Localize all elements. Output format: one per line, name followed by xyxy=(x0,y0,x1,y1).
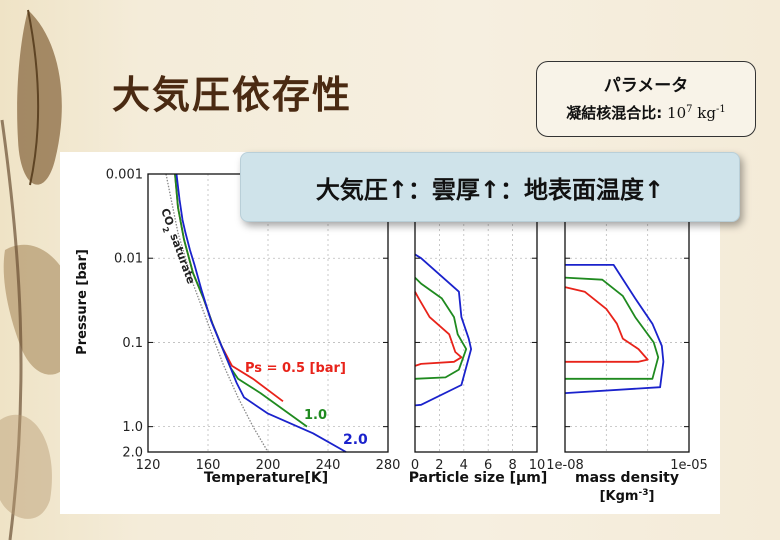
slide-title: 大気圧依存性 xyxy=(112,73,353,117)
temperature-x-tick-label: 200 xyxy=(256,458,281,473)
particle-size-series-line xyxy=(414,291,463,367)
figure-svg: 120 160 200 240 280 0 2 4 6 8 10 1e-08 1e-05 0.001 0.0… xyxy=(75,168,708,505)
mass-density-x-tick-label: 1e-08 xyxy=(546,458,584,473)
mass-density-x-tick-label: 1e-05 xyxy=(670,458,708,473)
mass-x-axis-label-line1: mass density xyxy=(575,470,679,486)
mass-x-axis-label-line2: [Kgm-3] xyxy=(600,488,655,504)
y-axis-label: Pressure [bar] xyxy=(75,249,90,355)
size-x-axis-label: Particle size [μm] xyxy=(409,470,548,486)
mass-density-series-line xyxy=(564,276,660,380)
particle-size-series-line xyxy=(414,276,468,380)
temp-x-axis-label: Temperature[K] xyxy=(204,470,328,486)
temperature-series-line xyxy=(165,173,269,453)
particle-size-x-tick-label: 6 xyxy=(484,458,492,473)
y-tick-label: 0.001 xyxy=(106,168,143,183)
parameter-value: 107 kg-1 xyxy=(667,104,726,122)
particle-size-x-tick-label: 10 xyxy=(529,458,546,473)
series-label-ps10: 1.0 xyxy=(304,408,327,423)
parameter-line: 凝結核混合比: 107 kg-1 xyxy=(537,102,755,123)
mass-density-series-line xyxy=(564,264,665,394)
summary-banner: 大気圧↑：雲厚↑：地表面温度↑ xyxy=(240,152,740,222)
temperature-x-tick-label: 160 xyxy=(196,458,221,473)
temperature-series-line xyxy=(175,173,347,453)
parameter-label: 凝結核混合比: xyxy=(566,104,663,122)
series-label-ps20: 2.0 xyxy=(343,432,368,448)
leaf-decoration-icon xyxy=(0,9,79,540)
temperature-x-tick-label: 120 xyxy=(136,458,161,473)
co2-saturate-annotation: CO2 saturate xyxy=(155,207,198,287)
mass-density-series-line xyxy=(564,286,649,363)
parameter-heading: パラメータ xyxy=(603,76,689,96)
y-tick-label: 2.0 xyxy=(122,446,143,461)
series-label-ps05: Ps = 0.5 [bar] xyxy=(245,361,346,376)
particle-size-x-tick-label: 4 xyxy=(460,458,468,473)
y-tick-label: 0.01 xyxy=(114,252,143,267)
particle-size-x-tick-label: 0 xyxy=(411,458,419,473)
particle-size-x-tick-label: 2 xyxy=(435,458,443,473)
particle-size-series-line xyxy=(414,253,473,407)
parameter-box: パラメータ 凝結核混合比: 107 kg-1 xyxy=(536,61,756,137)
y-tick-label: 1.0 xyxy=(122,420,143,435)
temperature-x-tick-label: 280 xyxy=(376,458,401,473)
temperature-x-tick-label: 240 xyxy=(316,458,341,473)
particle-size-x-tick-label: 8 xyxy=(508,458,516,473)
y-tick-label: 0.1 xyxy=(122,336,143,351)
